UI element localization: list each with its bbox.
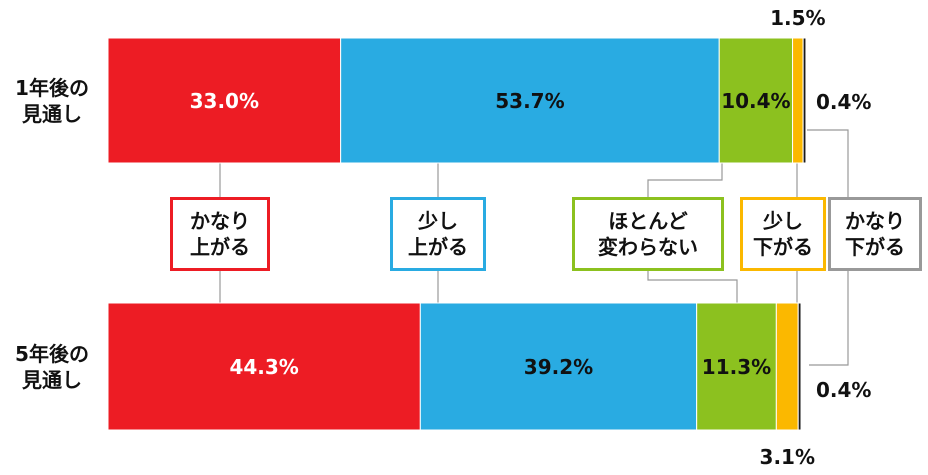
- value-label: 39.2%: [523, 354, 594, 379]
- connector: [647, 271, 738, 303]
- bar-segment: [797, 302, 802, 431]
- category-label: 5年後の 見通し: [15, 341, 89, 392]
- bar-segment: [775, 302, 799, 431]
- connector: [647, 163, 723, 197]
- value-label: 10.4%: [721, 88, 791, 113]
- value-label: 0.4%: [816, 378, 872, 402]
- bar-segment: [419, 302, 698, 431]
- value-label: 3.1%: [759, 445, 815, 469]
- legend-item: 少し 下がる: [740, 197, 826, 271]
- bar-segment: [718, 37, 794, 164]
- legend-item: ほとんど 変わらない: [572, 197, 724, 271]
- value-label: 11.3%: [701, 354, 772, 379]
- bar-segment: [802, 37, 807, 164]
- bar-segment: [340, 37, 720, 164]
- value-label: 0.4%: [816, 90, 872, 114]
- legend-item: かなり 上がる: [170, 197, 270, 271]
- value-label: 44.3%: [229, 354, 299, 379]
- category-label: 1年後の 見通し: [15, 75, 89, 126]
- value-label: 1.5%: [770, 6, 826, 30]
- bar-segment: [696, 302, 777, 431]
- value-label: 33.0%: [189, 88, 260, 113]
- legend-item: 少し 上がる: [390, 197, 486, 271]
- value-label: 53.7%: [495, 88, 565, 113]
- bar-segment: [792, 37, 804, 164]
- legend-item: かなり 下がる: [828, 197, 922, 271]
